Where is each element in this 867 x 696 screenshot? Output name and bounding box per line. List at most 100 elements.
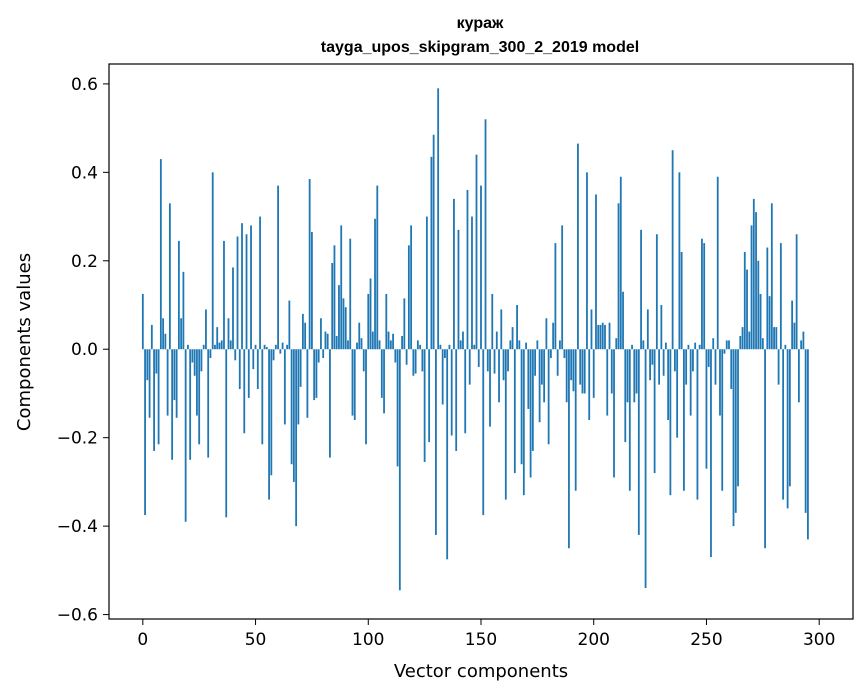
bar-111 (392, 333, 394, 350)
bar-251 (707, 349, 710, 367)
bar-160 (502, 349, 505, 381)
bar-254 (714, 349, 717, 385)
bar-42 (236, 236, 239, 350)
bar-30 (209, 349, 212, 359)
bar-68 (295, 349, 298, 527)
bar-3 (148, 349, 151, 418)
bar-53 (261, 349, 264, 445)
bar-275 (761, 338, 764, 350)
bar-184 (556, 349, 559, 376)
bar-249 (703, 243, 706, 350)
bar-146 (471, 216, 473, 350)
bar-230 (660, 305, 663, 350)
bar-172 (529, 349, 532, 478)
bar-227 (653, 349, 656, 474)
bar-76 (313, 349, 316, 401)
bar-56 (268, 349, 270, 500)
bar-73 (306, 349, 309, 418)
bar-289 (793, 322, 796, 350)
bar-46 (245, 234, 248, 350)
bar-8 (159, 159, 162, 350)
bar-286 (786, 349, 789, 509)
bar-105 (378, 340, 381, 350)
bar-4 (150, 324, 153, 350)
bar-120 (412, 349, 415, 376)
bar-131 (437, 88, 440, 350)
bar-290 (795, 234, 798, 350)
bar-103 (374, 218, 376, 350)
bar-32 (214, 344, 216, 350)
bar-104 (376, 185, 379, 350)
bar-245 (694, 342, 697, 350)
bar-216 (628, 349, 631, 491)
bar-198 (588, 349, 591, 420)
bar-214 (624, 349, 627, 443)
bar-202 (597, 324, 600, 350)
x-axis: 0 50 100 150 200 250 300 (137, 619, 835, 650)
bar-222 (642, 340, 645, 350)
bar-94 (353, 349, 356, 420)
bar-194 (579, 349, 582, 385)
bar-235 (671, 150, 674, 350)
bar-75 (311, 232, 313, 350)
bar-228 (655, 234, 658, 350)
x-tick-label: 250 (690, 630, 722, 650)
bar-190 (570, 349, 573, 381)
bar-0 (141, 293, 144, 350)
bar-134 (444, 349, 446, 359)
bar-109 (387, 331, 390, 350)
bar-148 (475, 154, 478, 350)
bar-62 (281, 342, 284, 350)
bar-24 (196, 349, 198, 416)
bar-9 (162, 318, 165, 350)
bar-133 (441, 349, 444, 405)
bar-291 (797, 349, 800, 403)
bar-37 (225, 349, 228, 518)
bar-281 (775, 327, 778, 350)
bar-143 (464, 349, 467, 434)
bar-129 (432, 134, 435, 350)
bar-115 (401, 335, 403, 350)
bar-138 (453, 198, 455, 350)
bar-169 (522, 349, 525, 496)
bar-102 (371, 331, 374, 350)
bar-107 (383, 349, 385, 414)
bar-224 (646, 309, 649, 350)
bar-294 (804, 349, 807, 513)
bar-167 (518, 340, 521, 350)
bar-266 (741, 327, 744, 350)
bar-248 (701, 238, 703, 350)
x-tick-label: 200 (578, 630, 610, 650)
bar-179 (545, 318, 548, 350)
bar-82 (326, 333, 329, 350)
bar-144 (466, 190, 469, 350)
bar-155 (491, 293, 494, 350)
bar-20 (187, 344, 189, 350)
bar-253 (712, 338, 715, 350)
bar-292 (800, 340, 803, 350)
bar-174 (534, 349, 537, 376)
bar-74 (308, 178, 311, 350)
bar-283 (779, 243, 782, 350)
bar-63 (283, 349, 286, 425)
bar-231 (662, 349, 665, 376)
chart-subtitle: tayga_upos_skipgram_300_2_2019 model (321, 39, 639, 56)
bar-293 (802, 331, 805, 350)
bar-78 (317, 349, 320, 363)
bar-195 (581, 349, 584, 394)
bar-25 (198, 349, 201, 445)
bar-2 (146, 349, 149, 381)
bar-215 (626, 349, 629, 403)
bar-277 (766, 247, 769, 350)
bar-47 (247, 349, 250, 398)
bar-203 (599, 324, 602, 350)
bar-186 (561, 225, 564, 350)
bar-36 (223, 240, 225, 350)
bar-218 (633, 349, 636, 403)
bar-243 (689, 349, 692, 416)
bar-130 (435, 349, 437, 535)
bar-108 (385, 293, 388, 350)
x-tick-label: 50 (245, 630, 267, 650)
bar-170 (525, 342, 527, 350)
